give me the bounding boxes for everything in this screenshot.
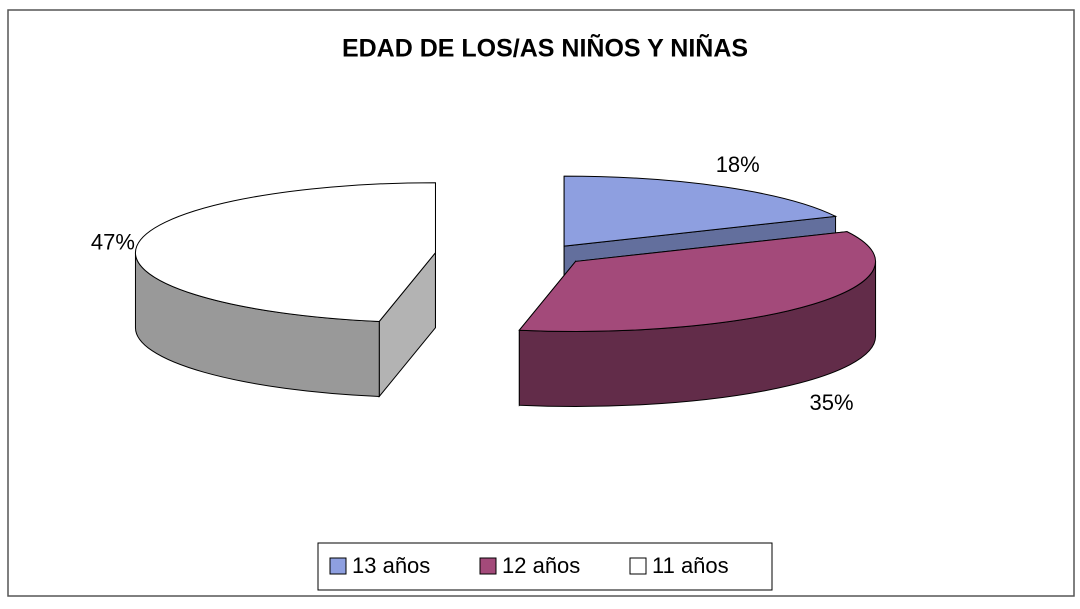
data-label: 18% — [716, 152, 760, 177]
slice-top — [563, 175, 838, 247]
legend-swatch — [329, 557, 347, 575]
legend-label: 13 años — [352, 553, 430, 578]
data-label: 47% — [91, 230, 135, 255]
slice-top — [518, 231, 877, 332]
pie-slice — [518, 231, 877, 407]
legend-label: 12 años — [502, 553, 580, 578]
slice-top — [134, 182, 436, 322]
legend-swatch — [629, 557, 647, 575]
chart-title: EDAD DE LOS/AS NIÑOS Y NIÑAS — [342, 33, 748, 63]
pie-slice — [134, 182, 436, 398]
legend-swatch — [479, 557, 497, 575]
legend-box — [317, 542, 773, 591]
legend-label: 11 años — [652, 553, 729, 578]
data-label: 35% — [810, 390, 854, 415]
